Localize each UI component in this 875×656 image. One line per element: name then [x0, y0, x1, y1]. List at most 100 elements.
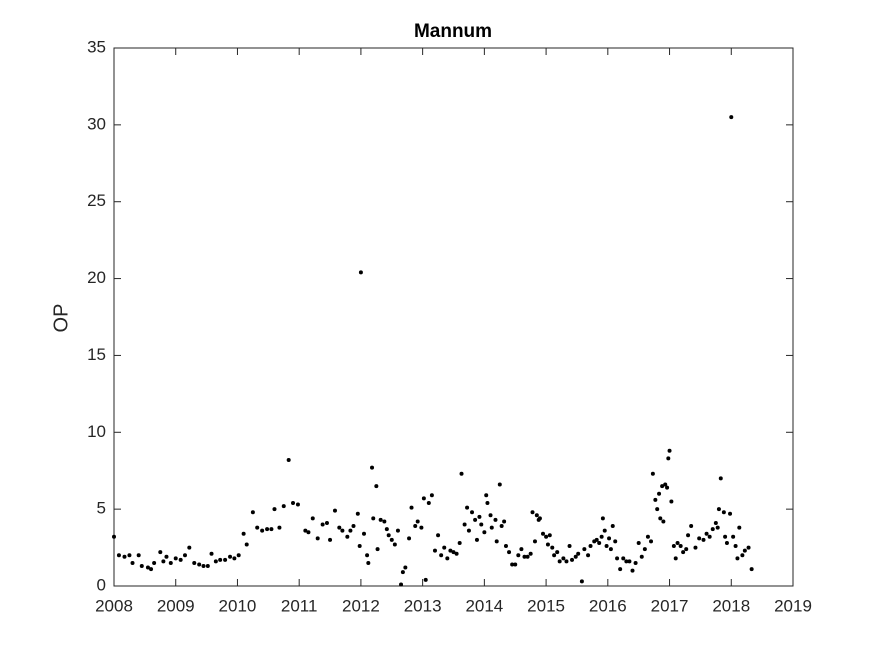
point	[582, 547, 587, 552]
point	[579, 579, 584, 584]
point	[618, 567, 623, 572]
point	[384, 527, 389, 532]
x-tick-label: 2010	[219, 596, 257, 615]
x-tick-label: 2017	[651, 596, 689, 615]
point	[277, 525, 282, 530]
point	[241, 531, 246, 536]
point	[746, 545, 751, 550]
point	[630, 568, 635, 573]
point	[345, 534, 350, 539]
point	[650, 471, 655, 476]
point	[213, 559, 218, 564]
point	[716, 507, 721, 512]
point	[507, 550, 512, 555]
point	[374, 484, 379, 489]
point	[497, 482, 502, 487]
point	[576, 551, 581, 556]
point	[715, 525, 720, 530]
point	[244, 542, 249, 547]
point	[552, 553, 557, 558]
point	[448, 548, 453, 553]
y-tick-label: 35	[87, 37, 106, 56]
point	[499, 524, 504, 529]
point	[340, 528, 345, 533]
x-tick-label: 2013	[404, 596, 442, 615]
point	[639, 554, 644, 559]
point	[735, 556, 740, 561]
point	[597, 540, 602, 545]
point	[152, 560, 157, 565]
point	[667, 448, 672, 453]
point	[547, 533, 552, 538]
point	[594, 537, 599, 542]
point	[522, 554, 527, 559]
point	[479, 522, 484, 527]
point	[272, 507, 277, 512]
point	[260, 528, 265, 533]
point	[407, 536, 412, 541]
point	[689, 524, 694, 529]
point	[544, 534, 549, 539]
point	[178, 557, 183, 562]
point	[607, 536, 612, 541]
x-tick-label: 2008	[95, 596, 133, 615]
point	[749, 567, 754, 572]
point	[295, 502, 300, 507]
point	[122, 554, 127, 559]
point	[255, 525, 260, 530]
point	[474, 537, 479, 542]
point	[451, 550, 456, 555]
plot-frame	[113, 47, 794, 587]
point	[328, 537, 333, 542]
point	[182, 553, 187, 558]
point	[627, 559, 632, 564]
point	[494, 539, 499, 544]
point	[600, 516, 605, 521]
point	[415, 519, 420, 524]
point	[218, 557, 223, 562]
point	[442, 545, 447, 550]
x-tick-label: 2015	[527, 596, 565, 615]
point	[701, 537, 706, 542]
y-axis-label: OP	[50, 304, 72, 333]
point	[454, 551, 459, 556]
point	[409, 505, 414, 510]
point	[400, 570, 405, 575]
point	[663, 482, 668, 487]
point	[269, 527, 274, 532]
point	[541, 531, 546, 536]
point	[671, 544, 676, 549]
point	[439, 553, 444, 558]
point	[429, 493, 434, 498]
point	[649, 539, 654, 544]
y-tick-label: 25	[87, 191, 106, 210]
point	[636, 540, 641, 545]
point	[392, 542, 397, 547]
point	[426, 500, 431, 505]
point	[192, 560, 197, 565]
point	[728, 511, 733, 516]
point	[423, 577, 428, 582]
x-tick-label: 2009	[157, 596, 195, 615]
point	[666, 456, 671, 461]
point	[482, 530, 487, 535]
point	[332, 508, 337, 513]
point	[561, 556, 566, 561]
point	[624, 559, 629, 564]
point	[485, 500, 490, 505]
point	[419, 525, 424, 530]
point	[358, 270, 363, 275]
point	[658, 516, 663, 521]
point	[573, 554, 578, 559]
point	[733, 544, 738, 549]
point	[528, 551, 533, 556]
x-tick-label: 2018	[712, 596, 750, 615]
y-tick-label: 10	[87, 422, 106, 441]
point	[149, 567, 154, 572]
x-tick-label: 2011	[281, 596, 318, 615]
point	[686, 533, 691, 538]
point	[613, 539, 618, 544]
point	[545, 542, 550, 547]
